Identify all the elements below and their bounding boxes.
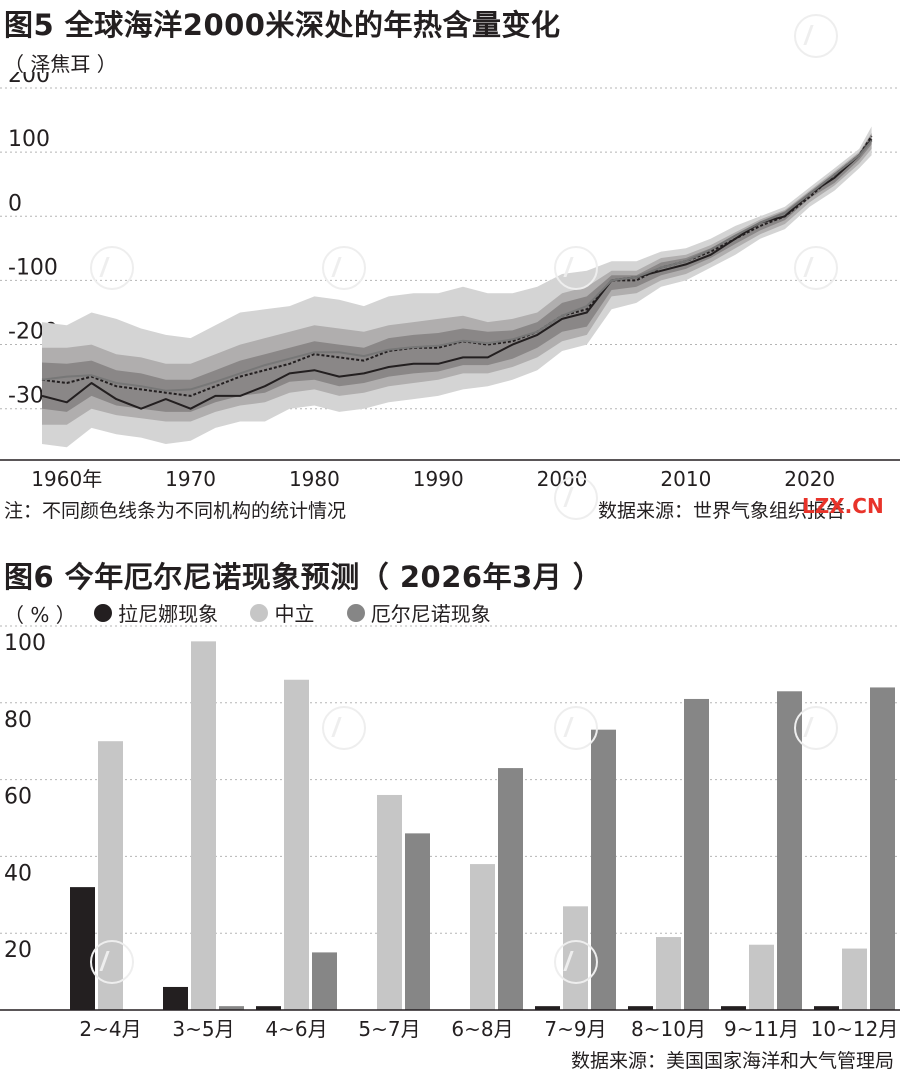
bar <box>721 1006 746 1010</box>
x-tick-label: 4~6月 <box>265 1017 327 1041</box>
watermark-icon <box>322 706 366 750</box>
legend-swatch-neutral <box>250 603 269 622</box>
x-tick-label: 10~12月 <box>811 1017 899 1041</box>
watermark-icon <box>554 706 598 750</box>
bar <box>628 1006 653 1010</box>
bar <box>312 952 337 1010</box>
chart1-title: 图5 全球海洋2000米深处的年热含量变化 <box>4 8 561 42</box>
x-tick-label: 6~8月 <box>451 1017 513 1041</box>
bar <box>191 641 216 1010</box>
bar <box>842 948 867 1010</box>
bar <box>163 986 188 1010</box>
y-tick-label: 40 <box>4 861 32 886</box>
bar <box>498 768 523 1010</box>
x-tick-label: 3~5月 <box>172 1017 234 1041</box>
series-line <box>41 135 873 397</box>
watermark-icon <box>554 246 598 290</box>
bar <box>377 794 402 1010</box>
x-tick-label: 5~7月 <box>358 1017 420 1041</box>
bar <box>70 887 95 1010</box>
chart2-title: 图6 今年厄尔尼诺现象预测（ 2026年3月 ） <box>4 560 603 594</box>
legend-swatch-la-nina <box>94 603 113 622</box>
watermark-icon <box>794 14 838 58</box>
watermark-icon <box>90 246 134 290</box>
bar <box>870 687 895 1010</box>
watermark-icon <box>90 940 134 984</box>
bar <box>814 1006 839 1010</box>
y-tick-label: 0 <box>8 191 22 216</box>
bar <box>684 698 709 1010</box>
legend-label-neutral: 中立 <box>274 602 315 626</box>
watermark-icon <box>794 246 838 290</box>
watermark-icon <box>794 706 838 750</box>
chart2-unit-label: （ % ） <box>4 602 76 627</box>
chart2-source: 数据来源：美国国家海洋和大气管理局 <box>570 1050 894 1072</box>
series-line <box>41 139 873 392</box>
legend-item-el-nino: 厄尔尼诺现象 <box>346 598 491 627</box>
legend-item-la-nina: 拉尼娜现象 <box>94 598 218 627</box>
x-tick-label: 2~4月 <box>79 1017 141 1041</box>
watermark-icon <box>554 476 598 520</box>
watermark-icon <box>322 246 366 290</box>
x-tick-label: 2010 <box>660 467 711 491</box>
bar <box>656 937 681 1010</box>
y-tick-label: 60 <box>4 785 32 810</box>
y-tick-label: 100 <box>8 127 50 152</box>
x-tick-label: 1970 <box>165 467 216 491</box>
bar <box>749 944 774 1010</box>
uncertainty-band <box>42 132 872 425</box>
y-tick-label: -100 <box>8 255 58 280</box>
bar <box>219 1006 244 1010</box>
legend-label-el-nino: 厄尔尼诺现象 <box>370 602 491 626</box>
bar <box>256 1006 281 1010</box>
bar <box>470 864 495 1010</box>
chart1-source: 数据来源：世界气象组织报告 <box>598 500 846 522</box>
chart1-note: 注：不同颜色线条为不同机构的统计情况 <box>4 500 347 522</box>
x-tick-label: 8~10月 <box>631 1017 706 1041</box>
watermark-icon <box>554 940 598 984</box>
enso-forecast-chart: 100 80 60 40 20 2~4月 3~5月 4~6月 5~7月 6~8月 7~9月 8~10月… <box>0 625 900 1041</box>
y-tick-label: 200 <box>8 72 50 88</box>
chart1-stamp: LZX.CN <box>802 494 884 518</box>
chart2-legend: （ % ） 拉尼娜现象 中立 厄尔尼诺现象 <box>4 598 517 628</box>
y-tick-label: 80 <box>4 708 32 733</box>
y-tick-label: 20 <box>4 938 32 963</box>
bar <box>405 833 430 1010</box>
chart1-unit-label: （ 泽焦耳 ） <box>4 52 117 76</box>
y-tick-label: 100 <box>4 631 46 656</box>
x-tick-label: 1980 <box>289 467 340 491</box>
x-tick-label: 7~9月 <box>544 1017 606 1041</box>
bar <box>535 1006 560 1010</box>
bar <box>284 679 309 1010</box>
x-tick-label: 9~11月 <box>724 1017 799 1041</box>
x-tick-label: 1990 <box>413 467 464 491</box>
legend-item-neutral: 中立 <box>250 598 314 627</box>
legend-swatch-el-nino <box>346 603 365 622</box>
x-tick-label: 2020 <box>784 467 835 491</box>
legend-label-la-nina: 拉尼娜现象 <box>118 602 219 626</box>
x-tick-label: 1960年 <box>31 467 102 491</box>
bar <box>777 691 802 1010</box>
